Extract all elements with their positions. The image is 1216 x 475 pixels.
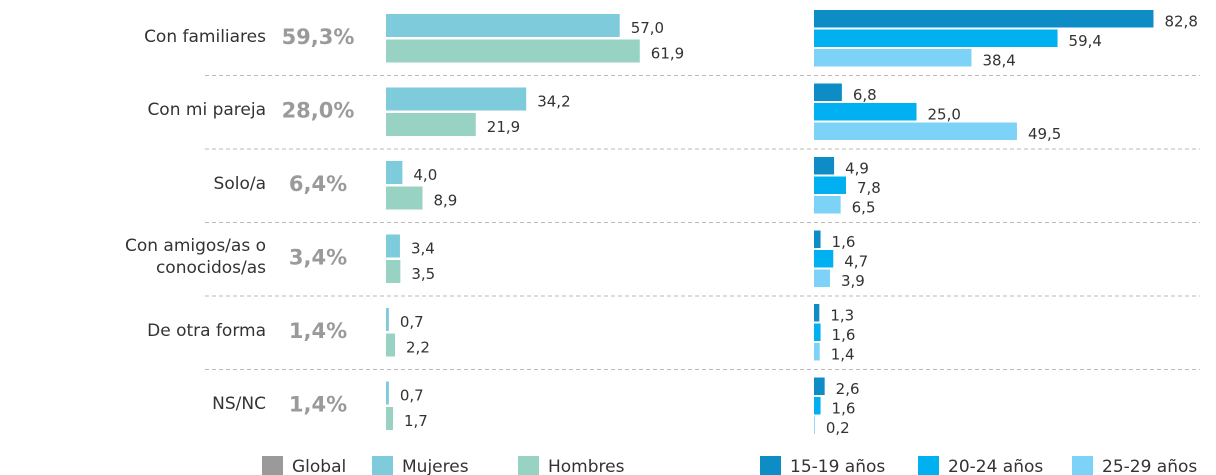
bar xyxy=(814,377,825,395)
category-label: NS/NC xyxy=(212,394,266,414)
value-label: 34,2 xyxy=(537,93,570,111)
global-value: 1,4% xyxy=(289,393,347,417)
value-label: 3,4 xyxy=(411,240,435,258)
value-label: 1,6 xyxy=(832,326,856,344)
value-label: 59,4 xyxy=(1069,32,1102,50)
bar xyxy=(814,83,842,101)
value-label: 3,9 xyxy=(841,272,865,290)
legend-label: Global xyxy=(292,457,346,475)
global-value: 6,4% xyxy=(289,172,347,196)
legend-label: 20-24 años xyxy=(948,457,1043,475)
value-label: 1,3 xyxy=(830,306,854,324)
bar xyxy=(814,250,834,268)
bar xyxy=(386,87,527,111)
bar xyxy=(386,333,396,357)
value-label: 4,0 xyxy=(413,166,437,184)
category-label: Con mi pareja xyxy=(147,100,266,120)
global-value: 3,4% xyxy=(289,246,347,270)
value-label: 82,8 xyxy=(1164,12,1197,30)
value-label: 6,5 xyxy=(852,198,876,216)
bar xyxy=(386,407,393,430)
bar xyxy=(814,103,917,121)
category-label: Con familiares xyxy=(144,26,266,47)
legend-label: Mujeres xyxy=(402,457,469,475)
legend-swatch xyxy=(262,456,283,475)
global-value: 1,4% xyxy=(289,319,347,343)
bar xyxy=(814,343,820,361)
bar xyxy=(386,39,640,63)
legend-swatch xyxy=(1072,456,1093,475)
bar xyxy=(386,260,401,283)
value-label: 1,6 xyxy=(832,233,856,251)
value-label: 0,7 xyxy=(400,313,424,331)
value-label: 4,9 xyxy=(845,159,869,177)
value-label: 4,7 xyxy=(844,252,868,270)
bar xyxy=(386,14,620,37)
bar xyxy=(814,397,821,415)
bar xyxy=(814,157,835,175)
legend-swatch xyxy=(918,456,939,475)
bar xyxy=(386,381,389,405)
value-label: 0,2 xyxy=(826,419,850,437)
value-label: 25,0 xyxy=(928,105,961,123)
category-label: De otra forma xyxy=(147,320,266,341)
value-label: 38,4 xyxy=(982,51,1015,69)
bar xyxy=(386,113,476,136)
global-value: 59,3% xyxy=(282,25,355,49)
value-label: 0,7 xyxy=(400,387,424,405)
value-label: 7,8 xyxy=(857,179,881,197)
bar xyxy=(814,122,1017,140)
bar xyxy=(386,308,389,331)
legend-label: 15-19 años xyxy=(790,457,885,475)
category-label: Con amigos/as o conocidos/as xyxy=(124,236,266,278)
legend-label: Hombres xyxy=(548,457,625,475)
bar xyxy=(814,29,1058,47)
value-label: 3,5 xyxy=(411,265,435,283)
value-label: 2,6 xyxy=(836,380,860,398)
bar xyxy=(814,323,821,341)
value-label: 1,4 xyxy=(831,345,855,363)
bar xyxy=(386,161,403,184)
global-value: 28,0% xyxy=(282,99,355,123)
value-label: 1,6 xyxy=(832,399,856,417)
value-label: 61,9 xyxy=(651,45,684,63)
value-label: 1,7 xyxy=(404,412,428,430)
bar xyxy=(814,416,815,434)
value-label: 57,0 xyxy=(631,19,664,37)
bar xyxy=(814,230,821,248)
legend-swatch xyxy=(518,456,539,475)
category-label: Solo/a xyxy=(213,173,266,194)
value-label: 21,9 xyxy=(487,118,520,136)
bar xyxy=(814,269,830,287)
bar xyxy=(814,49,972,67)
bar xyxy=(814,10,1154,28)
value-label: 6,8 xyxy=(853,86,877,104)
bar xyxy=(814,176,846,194)
bar xyxy=(814,196,841,214)
bar xyxy=(814,304,820,322)
value-label: 8,9 xyxy=(433,192,457,210)
legend-swatch xyxy=(760,456,781,475)
value-label: 2,2 xyxy=(406,339,430,357)
legend-swatch xyxy=(372,456,393,475)
legend-label: 25-29 años xyxy=(1102,457,1197,475)
bar xyxy=(386,186,423,210)
value-label: 49,5 xyxy=(1028,125,1061,143)
bar xyxy=(386,234,400,258)
